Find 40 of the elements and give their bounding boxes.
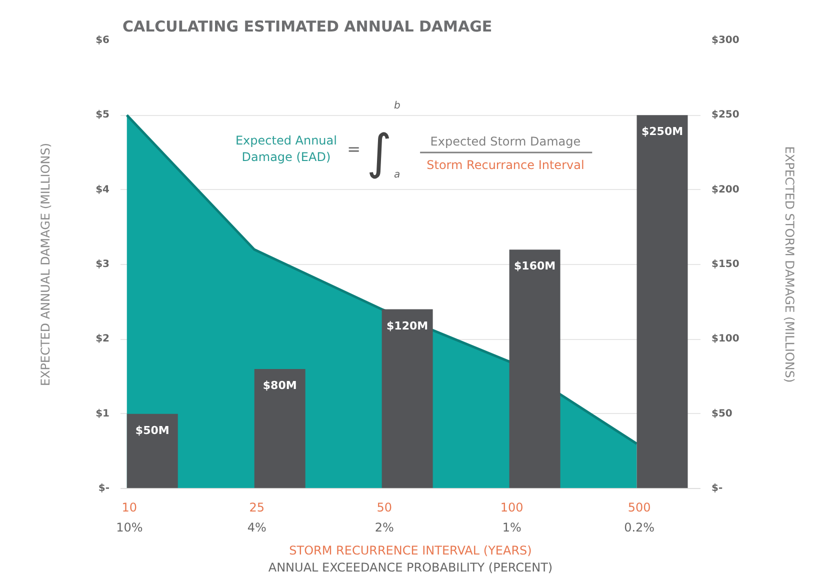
- data-label: $80M: [262, 379, 297, 392]
- annotation: Storm Recurrance Interval: [426, 158, 584, 172]
- y-tick-label: $5: [96, 110, 110, 121]
- data-label: $250M: [641, 125, 684, 138]
- y2-tick-label: $300: [712, 35, 740, 46]
- y2-axis-title: EXPECTED STORM DAMAGE (MILLIONS): [782, 146, 796, 383]
- data-label: $120M: [386, 319, 428, 332]
- data-label: $160M: [514, 260, 556, 273]
- y2-tick-label: $-: [712, 483, 723, 494]
- annotation: ∫: [366, 124, 392, 180]
- x-axis-title: STORM RECURRENCE INTERVAL (YEARS) ANNUAL EXCEEDANCE PROBABILITY (PERCENT): [268, 544, 553, 574]
- category-label: 50 2%: [374, 500, 394, 534]
- y-tick-label: $3: [96, 259, 110, 270]
- y2-tick-label: $200: [712, 184, 740, 196]
- annotation: b: [394, 100, 400, 112]
- annotation: Expected Storm Damage: [430, 134, 581, 148]
- annotation: Expected Annual Damage (EAD): [235, 133, 337, 164]
- category-label: 25 4%: [247, 500, 266, 534]
- annotation: a: [394, 169, 400, 180]
- y-axis-title: EXPECTED ANNUAL DAMAGE (MILLIONS): [38, 142, 53, 386]
- y2-tick-label: $100: [712, 334, 740, 345]
- y2-tick-label: $250: [712, 110, 740, 121]
- category-label: 10 10%: [116, 500, 143, 534]
- chart-title: CALCULATING ESTIMATED ANNUAL DAMAGE: [122, 18, 492, 36]
- y-tick-label: $4: [96, 184, 110, 196]
- bar: [254, 369, 306, 488]
- y2-tick-label: $50: [712, 408, 732, 420]
- bar: [382, 309, 433, 488]
- bar: [636, 115, 688, 488]
- category-label: 500 0.2%: [624, 500, 655, 534]
- data-label: $50M: [135, 424, 170, 437]
- bar: [126, 414, 178, 488]
- y-tick-label: $2: [96, 334, 110, 345]
- bar: [509, 250, 560, 488]
- category-label: 100 1%: [500, 500, 524, 534]
- y-tick-label: $1: [96, 408, 110, 420]
- y-tick-label: $6: [96, 35, 110, 46]
- y2-tick-label: $150: [712, 259, 740, 270]
- annotation: =: [347, 139, 360, 158]
- y-tick-label: $-: [98, 483, 110, 494]
